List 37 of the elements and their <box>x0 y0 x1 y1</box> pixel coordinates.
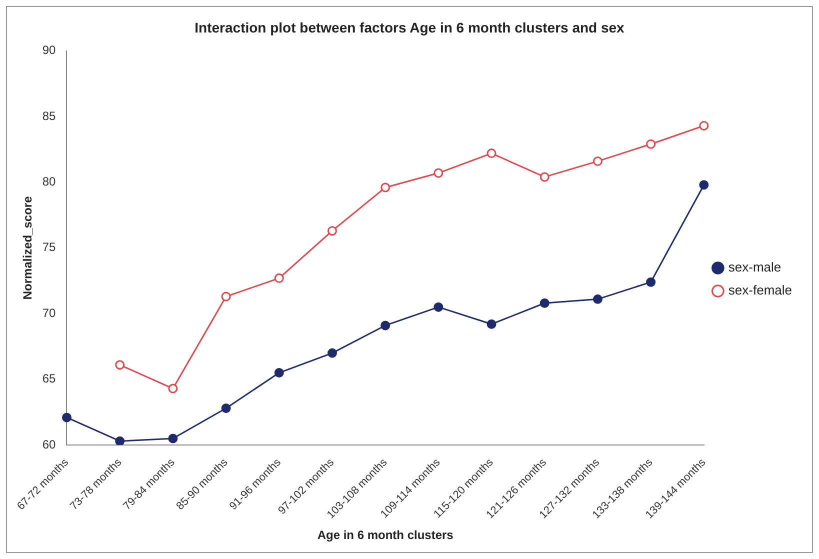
point <box>62 412 72 422</box>
point <box>592 294 602 304</box>
point <box>699 120 709 130</box>
point <box>168 434 178 444</box>
point <box>486 148 496 158</box>
y-tick-label: 80 <box>42 174 56 189</box>
point <box>221 292 231 302</box>
y-tick-label: 75 <box>42 240 56 254</box>
point <box>434 302 444 312</box>
y-tick-label: 85 <box>42 108 56 123</box>
point <box>115 360 125 370</box>
legend-label: sex-male <box>728 260 782 275</box>
y-tick-label: 60 <box>42 437 56 452</box>
point <box>327 348 337 358</box>
x-axis-title: Age in 6 month clusters <box>317 528 454 542</box>
point <box>646 139 656 149</box>
point <box>221 404 231 414</box>
point <box>168 384 178 394</box>
point <box>646 277 656 287</box>
y-tick-label: 90 <box>42 43 56 58</box>
point <box>540 298 550 308</box>
point <box>115 436 125 446</box>
y-axis-title: Normalized_score <box>20 196 35 300</box>
point <box>380 320 390 330</box>
point <box>486 319 496 329</box>
point <box>327 226 337 236</box>
point <box>434 168 444 178</box>
y-tick-label: 70 <box>42 306 56 320</box>
legend-label: sex-female <box>728 282 792 298</box>
point <box>274 368 284 378</box>
y-tick-label: 65 <box>42 372 56 386</box>
point <box>274 273 284 283</box>
point <box>540 172 550 182</box>
point <box>380 182 390 192</box>
chart-title: Interaction plot between factors Age in 6 month clusters and sex <box>194 19 625 36</box>
point <box>592 156 602 166</box>
point <box>699 180 709 190</box>
